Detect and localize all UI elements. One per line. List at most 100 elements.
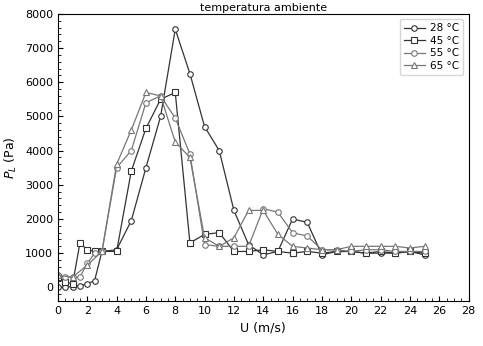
65 °C — [172, 140, 178, 144]
65 °C — [304, 246, 310, 250]
65 °C — [128, 128, 134, 132]
65 °C — [378, 244, 384, 248]
55 °C — [246, 244, 252, 248]
55 °C — [363, 248, 369, 252]
28 °C — [319, 253, 325, 257]
28 °C — [392, 251, 398, 255]
65 °C — [290, 244, 296, 248]
28 °C — [275, 249, 281, 254]
65 °C — [392, 244, 398, 248]
65 °C — [216, 244, 222, 248]
28 °C — [422, 253, 427, 257]
28 °C — [92, 279, 98, 283]
55 °C — [143, 101, 149, 105]
65 °C — [55, 273, 61, 277]
28 °C — [202, 125, 208, 129]
28 °C — [172, 27, 178, 31]
45 °C — [422, 251, 427, 255]
55 °C — [128, 148, 134, 153]
65 °C — [260, 208, 266, 212]
65 °C — [363, 244, 369, 248]
65 °C — [246, 208, 252, 212]
55 °C — [392, 249, 398, 254]
Line: 55 °C: 55 °C — [55, 93, 427, 280]
28 °C — [216, 148, 222, 153]
45 °C — [334, 249, 340, 254]
55 °C — [85, 261, 90, 265]
55 °C — [157, 94, 163, 98]
65 °C — [157, 94, 163, 98]
45 °C — [62, 280, 68, 284]
55 °C — [114, 166, 119, 170]
65 °C — [231, 236, 237, 240]
28 °C — [143, 166, 149, 170]
55 °C — [172, 116, 178, 120]
28 °C — [348, 249, 354, 254]
28 °C — [157, 114, 163, 118]
X-axis label: U (m/s): U (m/s) — [241, 321, 286, 335]
28 °C — [378, 251, 384, 255]
45 °C — [202, 232, 208, 236]
55 °C — [202, 243, 208, 247]
45 °C — [172, 90, 178, 94]
45 °C — [275, 249, 281, 254]
28 °C — [363, 251, 369, 255]
45 °C — [187, 241, 193, 245]
28 °C — [114, 248, 119, 252]
65 °C — [348, 244, 354, 248]
28 °C — [260, 253, 266, 257]
28 °C — [77, 284, 83, 288]
45 °C — [77, 241, 83, 245]
55 °C — [422, 249, 427, 254]
45 °C — [114, 249, 119, 254]
28 °C — [55, 285, 61, 289]
55 °C — [407, 249, 413, 254]
65 °C — [70, 275, 75, 279]
45 °C — [92, 249, 98, 254]
45 °C — [246, 249, 252, 254]
55 °C — [77, 275, 83, 279]
28 °C — [99, 249, 105, 254]
55 °C — [260, 207, 266, 211]
65 °C — [422, 244, 427, 248]
65 °C — [407, 246, 413, 250]
Y-axis label: $P_L$ (Pa): $P_L$ (Pa) — [3, 136, 19, 179]
45 °C — [392, 251, 398, 255]
28 °C — [304, 220, 310, 225]
28 °C — [246, 243, 252, 247]
45 °C — [407, 249, 413, 254]
28 °C — [407, 249, 413, 254]
45 °C — [319, 251, 325, 255]
55 °C — [92, 251, 98, 255]
Title: temperatura ambiente: temperatura ambiente — [199, 3, 327, 13]
Line: 65 °C: 65 °C — [55, 90, 427, 280]
55 °C — [348, 249, 354, 254]
55 °C — [304, 234, 310, 238]
45 °C — [348, 249, 354, 254]
45 °C — [363, 251, 369, 255]
65 °C — [85, 263, 90, 267]
Line: 28 °C: 28 °C — [55, 26, 427, 290]
28 °C — [128, 219, 134, 223]
55 °C — [378, 248, 384, 252]
55 °C — [290, 230, 296, 235]
28 °C — [85, 282, 90, 286]
45 °C — [290, 251, 296, 255]
65 °C — [114, 162, 119, 166]
28 °C — [62, 285, 68, 289]
55 °C — [319, 248, 325, 252]
45 °C — [260, 248, 266, 252]
45 °C — [85, 248, 90, 252]
45 °C — [216, 230, 222, 235]
55 °C — [62, 275, 68, 279]
45 °C — [99, 249, 105, 254]
55 °C — [99, 249, 105, 254]
55 °C — [216, 244, 222, 248]
45 °C — [378, 249, 384, 254]
55 °C — [55, 273, 61, 277]
28 °C — [290, 217, 296, 221]
55 °C — [275, 210, 281, 214]
28 °C — [187, 72, 193, 76]
45 °C — [157, 97, 163, 101]
Legend: 28 °C, 45 °C, 55 °C, 65 °C: 28 °C, 45 °C, 55 °C, 65 °C — [400, 19, 463, 75]
